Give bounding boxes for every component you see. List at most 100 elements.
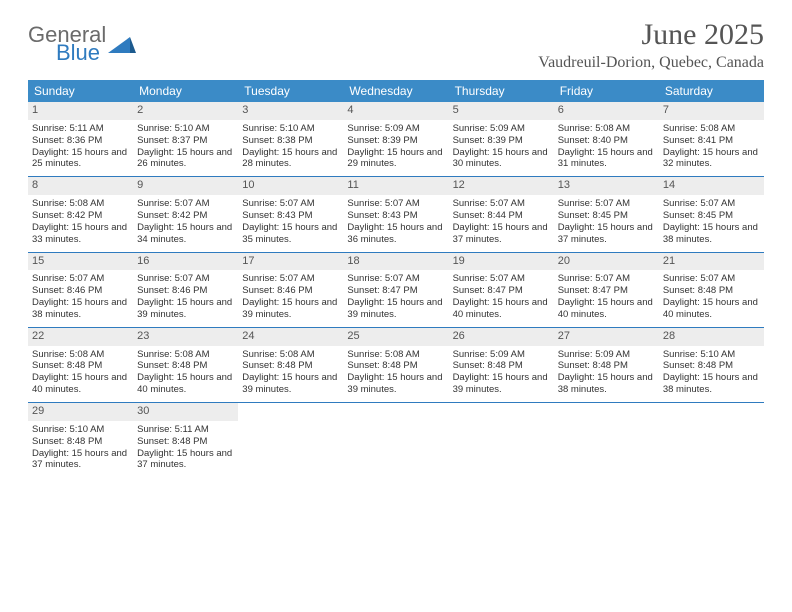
day-cell: 24Sunrise: 5:08 AMSunset: 8:48 PMDayligh… bbox=[238, 328, 343, 402]
daylight-line: Daylight: 15 hours and 36 minutes. bbox=[347, 222, 444, 246]
day-cell: 9Sunrise: 5:07 AMSunset: 8:42 PMDaylight… bbox=[133, 177, 238, 251]
daylight-line: Daylight: 15 hours and 39 minutes. bbox=[137, 297, 234, 321]
daylight-line: Daylight: 15 hours and 40 minutes. bbox=[453, 297, 550, 321]
day-number: 20 bbox=[554, 253, 659, 271]
sunset-line: Sunset: 8:45 PM bbox=[663, 210, 760, 222]
sunrise-line: Sunrise: 5:07 AM bbox=[137, 273, 234, 285]
sunset-line: Sunset: 8:38 PM bbox=[242, 135, 339, 147]
day-cell: 8Sunrise: 5:08 AMSunset: 8:42 PMDaylight… bbox=[28, 177, 133, 251]
dow-header-cell: Sunday bbox=[28, 80, 133, 102]
sunrise-line: Sunrise: 5:07 AM bbox=[347, 198, 444, 210]
triangle-icon bbox=[108, 31, 136, 58]
day-cell: 10 Sunrise: 5:07 AMSunset: 8:43 PMDayligh… bbox=[238, 177, 343, 251]
day-cell: 13Sunrise: 5:07 AMSunset: 8:45 PMDayligh… bbox=[554, 177, 659, 251]
sunset-line: Sunset: 8:46 PM bbox=[137, 285, 234, 297]
day-cell bbox=[449, 403, 554, 477]
day-cell bbox=[659, 403, 764, 477]
day-number: 22 bbox=[28, 328, 133, 346]
sunset-line: Sunset: 8:47 PM bbox=[558, 285, 655, 297]
day-number: 25 bbox=[343, 328, 448, 346]
day-cell: 1Sunrise: 5:11 AMSunset: 8:36 PMDaylight… bbox=[28, 102, 133, 176]
day-number: 29 bbox=[28, 403, 133, 421]
sunset-line: Sunset: 8:41 PM bbox=[663, 135, 760, 147]
daylight-line: Daylight: 15 hours and 25 minutes. bbox=[32, 147, 129, 171]
day-cell: 6Sunrise: 5:08 AMSunset: 8:40 PMDaylight… bbox=[554, 102, 659, 176]
sunrise-line: Sunrise: 5:07 AM bbox=[242, 198, 339, 210]
day-number: 13 bbox=[554, 177, 659, 195]
sunset-line: Sunset: 8:48 PM bbox=[347, 360, 444, 372]
sunset-line: Sunset: 8:43 PM bbox=[242, 210, 339, 222]
sunrise-line: Sunrise: 5:08 AM bbox=[558, 123, 655, 135]
sunset-line: Sunset: 8:39 PM bbox=[453, 135, 550, 147]
day-number: 10 bbox=[238, 177, 343, 195]
sunset-line: Sunset: 8:45 PM bbox=[558, 210, 655, 222]
day-cell bbox=[238, 403, 343, 477]
sunset-line: Sunset: 8:48 PM bbox=[558, 360, 655, 372]
daylight-line: Daylight: 15 hours and 38 minutes. bbox=[32, 297, 129, 321]
sunrise-line: Sunrise: 5:07 AM bbox=[453, 198, 550, 210]
daylight-line: Daylight: 15 hours and 35 minutes. bbox=[242, 222, 339, 246]
day-number: 30 bbox=[133, 403, 238, 421]
sunrise-line: Sunrise: 5:10 AM bbox=[242, 123, 339, 135]
sunset-line: Sunset: 8:46 PM bbox=[242, 285, 339, 297]
calendar-body: 1Sunrise: 5:11 AMSunset: 8:36 PMDaylight… bbox=[28, 102, 764, 477]
daylight-line: Daylight: 15 hours and 30 minutes. bbox=[453, 147, 550, 171]
daylight-line: Daylight: 15 hours and 38 minutes. bbox=[663, 222, 760, 246]
brand-logo: General Blue bbox=[28, 24, 136, 64]
day-cell: 22 Sunrise: 5:08 AMSunset: 8:48 PMDayligh… bbox=[28, 328, 133, 402]
sunrise-line: Sunrise: 5:09 AM bbox=[453, 123, 550, 135]
daylight-line: Daylight: 15 hours and 29 minutes. bbox=[347, 147, 444, 171]
sunrise-line: Sunrise: 5:10 AM bbox=[137, 123, 234, 135]
sunrise-line: Sunrise: 5:07 AM bbox=[137, 198, 234, 210]
sunset-line: Sunset: 8:40 PM bbox=[558, 135, 655, 147]
day-cell: 4Sunrise: 5:09 AMSunset: 8:39 PMDaylight… bbox=[343, 102, 448, 176]
day-number: 24 bbox=[238, 328, 343, 346]
daylight-line: Daylight: 15 hours and 34 minutes. bbox=[137, 222, 234, 246]
sunrise-line: Sunrise: 5:08 AM bbox=[32, 349, 129, 361]
daylight-line: Daylight: 15 hours and 40 minutes. bbox=[32, 372, 129, 396]
week-row: 1Sunrise: 5:11 AMSunset: 8:36 PMDaylight… bbox=[28, 102, 764, 177]
day-number: 1 bbox=[28, 102, 133, 120]
daylight-line: Daylight: 15 hours and 37 minutes. bbox=[137, 448, 234, 472]
day-cell bbox=[343, 403, 448, 477]
sunrise-line: Sunrise: 5:07 AM bbox=[453, 273, 550, 285]
sunset-line: Sunset: 8:48 PM bbox=[32, 436, 129, 448]
sunset-line: Sunset: 8:47 PM bbox=[347, 285, 444, 297]
daylight-line: Daylight: 15 hours and 39 minutes. bbox=[453, 372, 550, 396]
sunrise-line: Sunrise: 5:08 AM bbox=[137, 349, 234, 361]
day-cell: 5 Sunrise: 5:09 AMSunset: 8:39 PMDaylight… bbox=[449, 102, 554, 176]
sunset-line: Sunset: 8:48 PM bbox=[32, 360, 129, 372]
week-row: 29Sunrise: 5:10 AMSunset: 8:48 PMDayligh… bbox=[28, 403, 764, 477]
daylight-line: Daylight: 15 hours and 40 minutes. bbox=[663, 297, 760, 321]
sunrise-line: Sunrise: 5:09 AM bbox=[558, 349, 655, 361]
sunset-line: Sunset: 8:44 PM bbox=[453, 210, 550, 222]
day-cell: 2Sunrise: 5:10 AMSunset: 8:37 PMDaylight… bbox=[133, 102, 238, 176]
sunrise-line: Sunrise: 5:07 AM bbox=[558, 198, 655, 210]
day-number: 18 bbox=[343, 253, 448, 271]
daylight-line: Daylight: 15 hours and 33 minutes. bbox=[32, 222, 129, 246]
day-number: 21 bbox=[659, 253, 764, 271]
daylight-line: Daylight: 15 hours and 39 minutes. bbox=[347, 297, 444, 321]
day-cell: 18Sunrise: 5:07 AMSunset: 8:47 PMDayligh… bbox=[343, 253, 448, 327]
daylight-line: Daylight: 15 hours and 38 minutes. bbox=[663, 372, 760, 396]
dow-header-cell: Saturday bbox=[659, 80, 764, 102]
sunset-line: Sunset: 8:48 PM bbox=[663, 285, 760, 297]
sunset-line: Sunset: 8:43 PM bbox=[347, 210, 444, 222]
day-cell: 23Sunrise: 5:08 AMSunset: 8:48 PMDayligh… bbox=[133, 328, 238, 402]
week-row: 8Sunrise: 5:08 AMSunset: 8:42 PMDaylight… bbox=[28, 177, 764, 252]
day-number: 9 bbox=[133, 177, 238, 195]
day-cell: 14Sunrise: 5:07 AMSunset: 8:45 PMDayligh… bbox=[659, 177, 764, 251]
day-number: 2 bbox=[133, 102, 238, 120]
dow-header-cell: Thursday bbox=[449, 80, 554, 102]
sunrise-line: Sunrise: 5:07 AM bbox=[558, 273, 655, 285]
sunrise-line: Sunrise: 5:08 AM bbox=[347, 349, 444, 361]
daylight-line: Daylight: 15 hours and 40 minutes. bbox=[137, 372, 234, 396]
sunrise-line: Sunrise: 5:07 AM bbox=[32, 273, 129, 285]
sunset-line: Sunset: 8:48 PM bbox=[137, 436, 234, 448]
week-row: 15Sunrise: 5:07 AMSunset: 8:46 PMDayligh… bbox=[28, 253, 764, 328]
sunset-line: Sunset: 8:48 PM bbox=[453, 360, 550, 372]
day-number: 5 bbox=[449, 102, 554, 120]
sunrise-line: Sunrise: 5:08 AM bbox=[242, 349, 339, 361]
dow-header-cell: Friday bbox=[554, 80, 659, 102]
day-number: 3 bbox=[238, 102, 343, 120]
